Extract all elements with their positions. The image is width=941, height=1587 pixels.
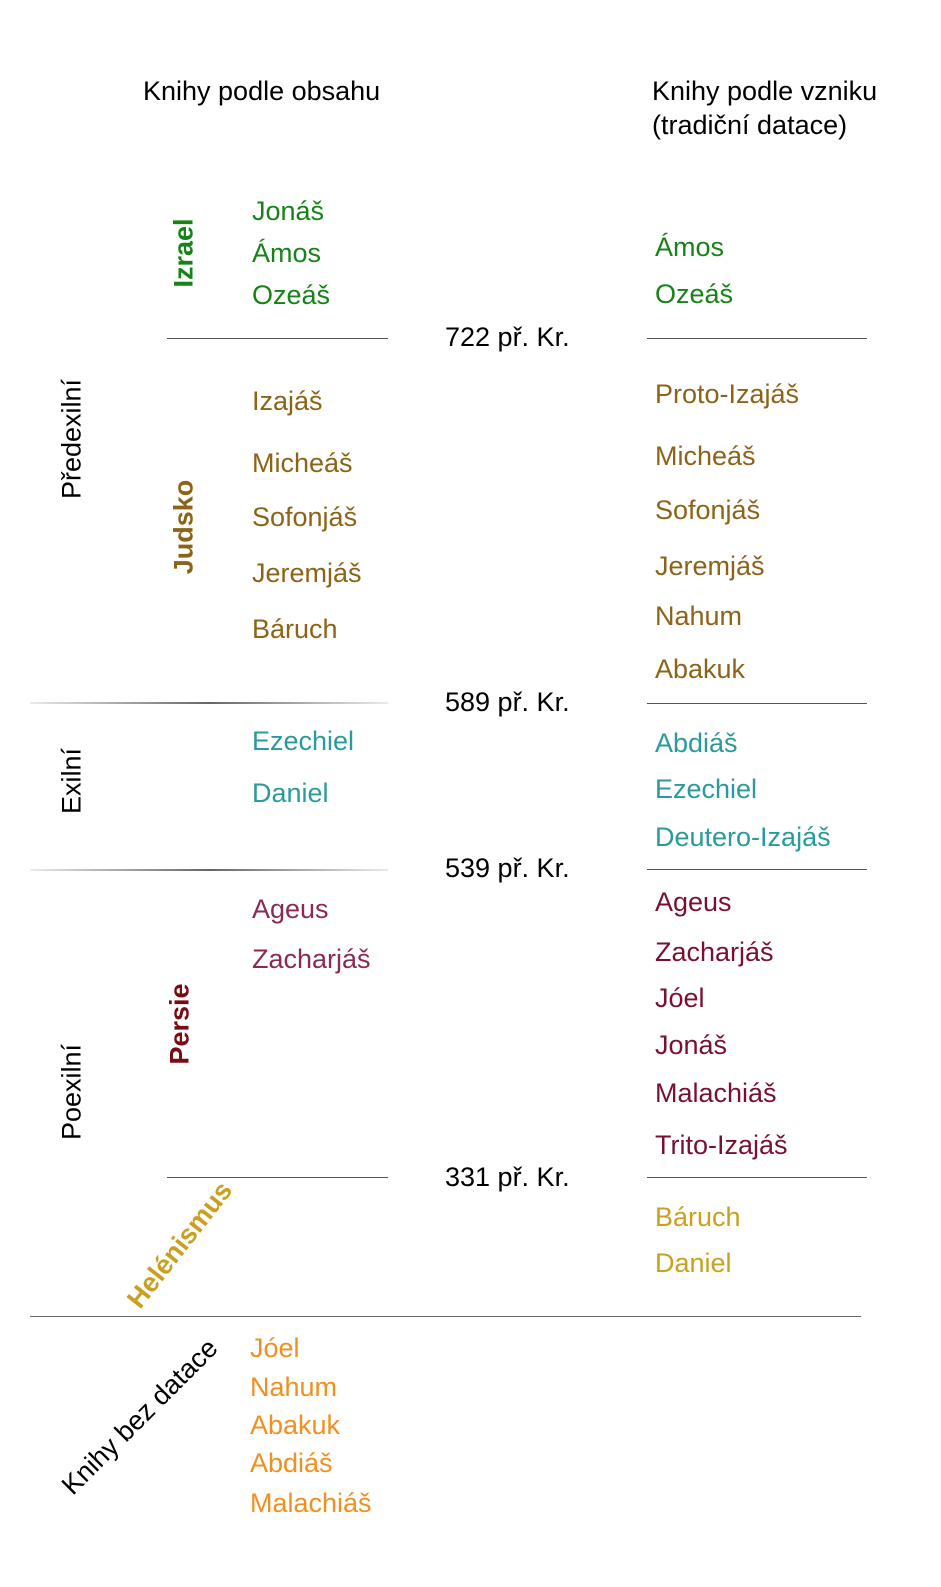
origin-book: Deutero-Izajáš xyxy=(655,822,831,852)
period-label-preexilic: Předexilní xyxy=(56,378,87,500)
date-label: 722 př. Kr. xyxy=(445,322,570,352)
kingdom-label-hellenism: Helénismus xyxy=(121,1175,239,1314)
content-column-header: Knihy podle obsahu xyxy=(143,76,381,106)
divider-331-left xyxy=(167,1177,388,1178)
content-book: Jonáš xyxy=(252,196,325,226)
divider-331-right xyxy=(647,1177,867,1178)
date-label: 539 př. Kr. xyxy=(445,853,570,883)
origin-book: Sofonjáš xyxy=(655,495,761,525)
content-book: Zacharjáš xyxy=(252,944,371,974)
origin-book: Jonáš xyxy=(655,1030,728,1060)
period-label-exilic: Exilní xyxy=(56,747,87,815)
origin-book: Trito-Izajáš xyxy=(655,1130,788,1160)
origin-column-header-line1: Knihy podle vzniku xyxy=(652,76,878,106)
origin-book: Ezechiel xyxy=(655,774,758,804)
kingdom-label-israel: Izrael xyxy=(168,218,199,288)
divider-589-left xyxy=(30,702,388,704)
date-label: 589 př. Kr. xyxy=(445,687,570,717)
origin-book: Ozeáš xyxy=(655,279,734,309)
divider-undated xyxy=(30,1316,861,1317)
content-book: Daniel xyxy=(252,778,329,808)
content-book: Izajáš xyxy=(252,386,323,416)
undated-book: Abakuk xyxy=(250,1410,341,1440)
kingdom-label-judah: Judsko xyxy=(168,479,199,575)
undated-book: Abdiáš xyxy=(250,1448,333,1478)
origin-book: Malachiáš xyxy=(655,1078,777,1108)
origin-book: Ámos xyxy=(655,232,725,262)
origin-book: Abdiáš xyxy=(655,728,738,758)
divider-722-left xyxy=(167,338,388,339)
kingdom-label-persia: Persie xyxy=(164,983,195,1065)
undated-book: Nahum xyxy=(250,1372,338,1402)
undated-books-label: Knihy bez datace xyxy=(55,1332,224,1501)
period-label-postexilic: Poexilní xyxy=(56,1043,87,1141)
content-book: Ámos xyxy=(252,238,322,268)
origin-book: Micheáš xyxy=(655,441,756,471)
origin-book: Zacharjáš xyxy=(655,937,774,967)
origin-book: Daniel xyxy=(655,1248,732,1278)
divider-722-right xyxy=(647,338,867,339)
content-book: Ozeáš xyxy=(252,280,331,310)
origin-book: Abakuk xyxy=(655,654,746,684)
content-book: Sofonjáš xyxy=(252,502,358,532)
divider-589-right xyxy=(647,703,867,704)
origin-book: Proto-Izajáš xyxy=(655,379,800,409)
undated-book: Malachiáš xyxy=(250,1488,372,1518)
undated-book: Jóel xyxy=(250,1333,300,1363)
divider-539-right xyxy=(647,869,867,870)
content-book: Jeremjáš xyxy=(252,558,362,588)
content-book: Micheáš xyxy=(252,448,353,478)
origin-book: Nahum xyxy=(655,601,743,631)
origin-column-header-line2: (tradiční datace) xyxy=(652,110,848,140)
date-label: 331 př. Kr. xyxy=(445,1162,570,1192)
content-book: Ezechiel xyxy=(252,726,355,756)
origin-book: Jóel xyxy=(655,983,705,1013)
origin-book: Báruch xyxy=(655,1202,741,1232)
content-book: Ageus xyxy=(252,894,329,924)
origin-book: Ageus xyxy=(655,887,732,917)
content-book: Báruch xyxy=(252,614,338,644)
origin-book: Jeremjáš xyxy=(655,551,765,581)
divider-539-left xyxy=(30,869,388,871)
